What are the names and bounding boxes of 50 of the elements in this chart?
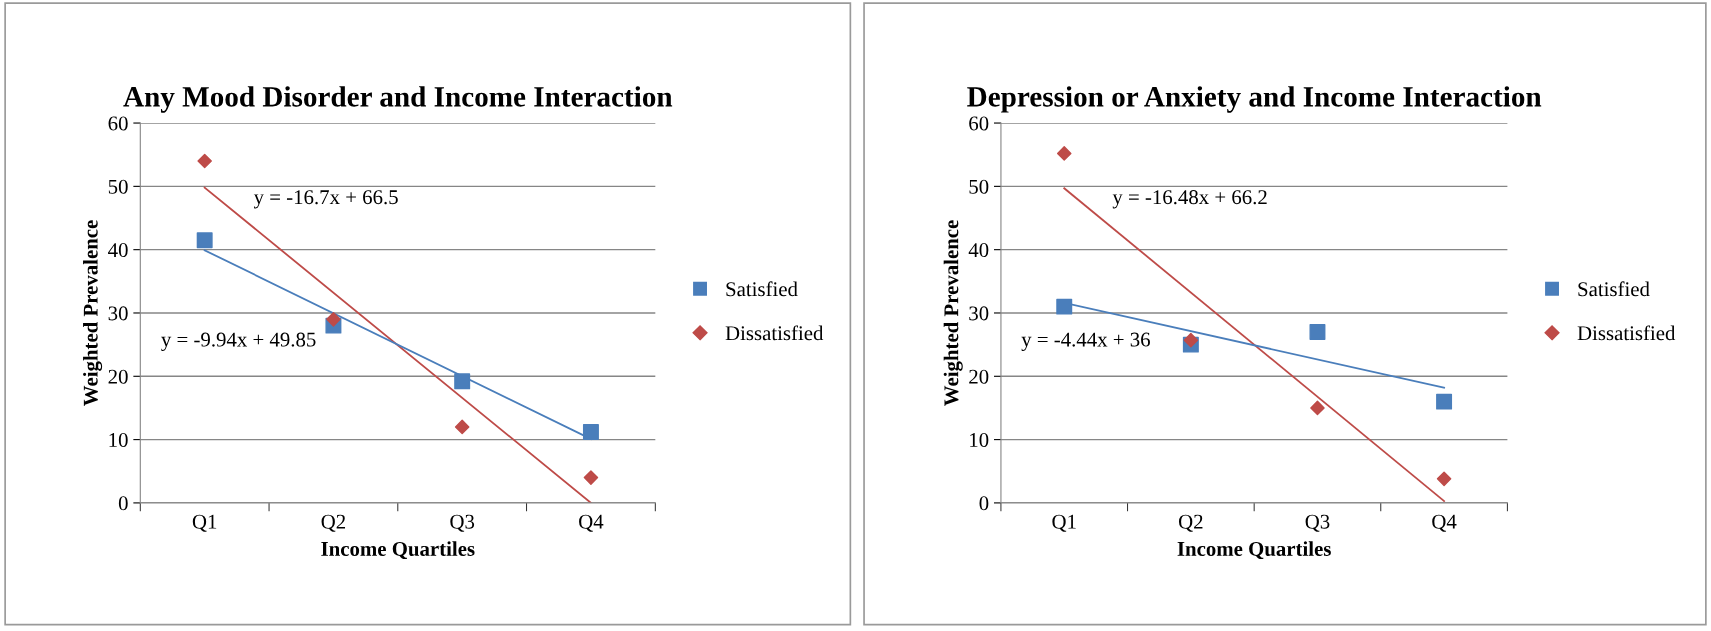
point <box>196 232 213 249</box>
x-tick-label: Q1 <box>1052 514 1076 532</box>
annotation: y = -16.48x + 66.2 <box>1112 190 1267 209</box>
y-tick-label: 0 <box>118 496 128 511</box>
x-tick-label: Q2 <box>1178 514 1203 532</box>
y-tick-label: 40 <box>108 243 128 258</box>
y-tick-label: 20 <box>108 369 128 384</box>
point <box>582 424 599 440</box>
annotation: y = -4.44x + 36 <box>1021 332 1150 351</box>
x-axis-title: Income Quartiles <box>321 541 475 560</box>
annotation: y = -16.7x + 66.5 <box>253 190 398 209</box>
x-axis-title: Income Quartiles <box>1177 541 1331 560</box>
x-tick-label: Q4 <box>579 514 604 532</box>
y-tick-label: 50 <box>969 179 989 194</box>
legend-label: Satisfied <box>726 281 798 297</box>
legend-label: Satisfied <box>1578 281 1650 297</box>
point <box>1056 298 1073 315</box>
point <box>454 373 471 390</box>
x-tick-label: Q2 <box>321 514 346 532</box>
y-tick-label: 10 <box>109 432 128 448</box>
y-tick-label: 60 <box>108 116 128 131</box>
point <box>326 312 341 327</box>
annotation: y = -9.94x + 49.85 <box>161 332 316 351</box>
y-axis-title: Weighted Prevalence <box>83 220 103 406</box>
y-tick-label: 40 <box>968 243 989 258</box>
x-tick-label: Q3 <box>1305 514 1330 532</box>
point <box>197 153 212 169</box>
chart-title: Depression or Anxiety and Income Interaction <box>967 86 1542 113</box>
y-tick-label: 60 <box>969 116 989 131</box>
y-tick-label: 30 <box>108 306 128 321</box>
point <box>454 419 470 435</box>
x-tick-label: Q4 <box>1432 514 1457 532</box>
chart-title: Any Mood Disorder and Income Interaction <box>123 86 673 113</box>
y-tick-label: 10 <box>970 432 989 448</box>
x-tick-label: Q3 <box>450 514 475 532</box>
point <box>1436 471 1452 487</box>
point <box>583 470 599 485</box>
point <box>1436 393 1453 410</box>
point <box>1183 332 1199 348</box>
point <box>1056 146 1072 161</box>
point <box>1309 323 1326 340</box>
y-tick-label: 0 <box>979 496 989 511</box>
y-tick-label: 30 <box>969 306 989 321</box>
y-axis-title: Weighted Prevalence <box>943 220 963 406</box>
y-tick-label: 20 <box>969 369 989 384</box>
point <box>1310 400 1325 416</box>
x-tick-label: Q1 <box>192 514 217 532</box>
y-tick-label: 50 <box>108 179 128 194</box>
legend-label: Dissatisfied <box>1577 325 1676 341</box>
legend-label: Dissatisfied <box>725 325 824 341</box>
